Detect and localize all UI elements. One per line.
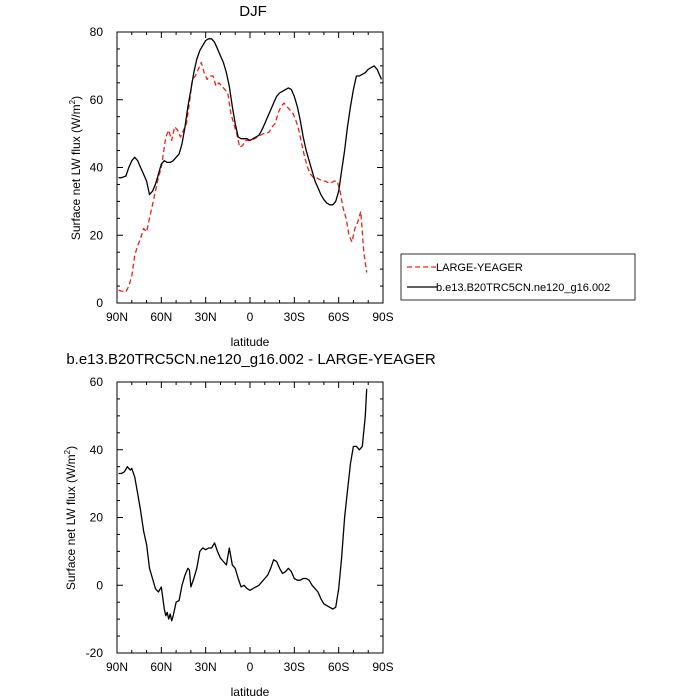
chart1-x-tick-label-1: 60N <box>150 660 172 674</box>
chart0-x-tick-label-0: 90N <box>106 310 128 324</box>
legend-label-large-yeager: LARGE-YEAGER <box>436 262 523 274</box>
chart0-series-1-line <box>118 38 383 206</box>
chart1-y-tick-label-4: 60 <box>90 375 104 389</box>
bottom-axis-ticks: 90N 60N 30N 0 30S 60S 90S -20 0 20 40 60 <box>86 375 394 674</box>
chart1-x-tick-label-4: 30S <box>284 660 305 674</box>
chart1-x-tick-label-0: 90N <box>106 660 128 674</box>
chart1-x-tick-label-6: 90S <box>372 660 393 674</box>
legend-box <box>400 253 636 301</box>
chart1-series-0-line <box>118 388 368 622</box>
chart0-x-tick-label-3: 0 <box>247 310 254 324</box>
chart1-y-tick-label-2: 20 <box>90 511 104 525</box>
bottom-panel-title: b.e13.B20TRC5CN.ne120_g16.002 - LARGE-YE… <box>66 351 436 368</box>
chart1-y-tick-label-1: 0 <box>96 578 103 592</box>
bottom-plot-frame <box>116 381 384 654</box>
chart0-x-tick-label-4: 30S <box>284 310 305 324</box>
bottom-plot-marks <box>118 388 368 622</box>
top-x-axis-label: latitude <box>231 335 270 349</box>
chart0-x-tick-label-5: 60S <box>328 310 349 324</box>
chart0-x-tick-label-1: 60N <box>150 310 172 324</box>
chart0-x-tick-label-6: 90S <box>372 310 393 324</box>
top-axis-ticks: 90N 60N 30N 0 30S 60S 90S 0 20 40 60 80 <box>90 25 394 324</box>
legend-label-b-e13: b.e13.B20TRC5CN.ne120_g16.002 <box>436 282 610 294</box>
chart0-y-tick-label-4: 80 <box>90 25 104 39</box>
chart0-y-tick-label-2: 40 <box>90 161 104 175</box>
bottom-x-axis-label: latitude <box>231 685 270 699</box>
top-plot-marks <box>118 38 383 293</box>
legend: LARGE-YEAGER b.e13.B20TRC5CN.ne120_g16.0… <box>400 253 636 301</box>
bottom-y-axis-label: Surface net LW flux (W/m2) <box>63 446 78 590</box>
chart0-y-tick-label-0: 0 <box>96 296 103 310</box>
chart1-x-tick-label-5: 60S <box>328 660 349 674</box>
chart1-x-tick-label-3: 0 <box>247 660 254 674</box>
chart0-y-tick-label-3: 60 <box>90 93 104 107</box>
bottom-panel: b.e13.B20TRC5CN.ne120_g16.002 - LARGE-YE… <box>63 351 436 699</box>
chart1-y-tick-label-0: -20 <box>86 646 104 660</box>
top-y-axis-label: Surface net LW flux (W/m2) <box>68 96 83 240</box>
top-panel-title: DJF <box>239 3 267 20</box>
top-panel: DJF 90N 60N 30N 0 30S 60S 90S 0 20 40 60 80 latitud… <box>68 3 394 349</box>
chart1-x-tick-label-2: 30N <box>195 660 217 674</box>
top-plot-frame <box>116 31 384 304</box>
chart1-y-tick-label-3: 40 <box>90 443 104 457</box>
chart0-x-tick-label-2: 30N <box>195 310 217 324</box>
chart0-y-tick-label-1: 20 <box>90 228 104 242</box>
chart0-series-0-line <box>118 61 368 293</box>
